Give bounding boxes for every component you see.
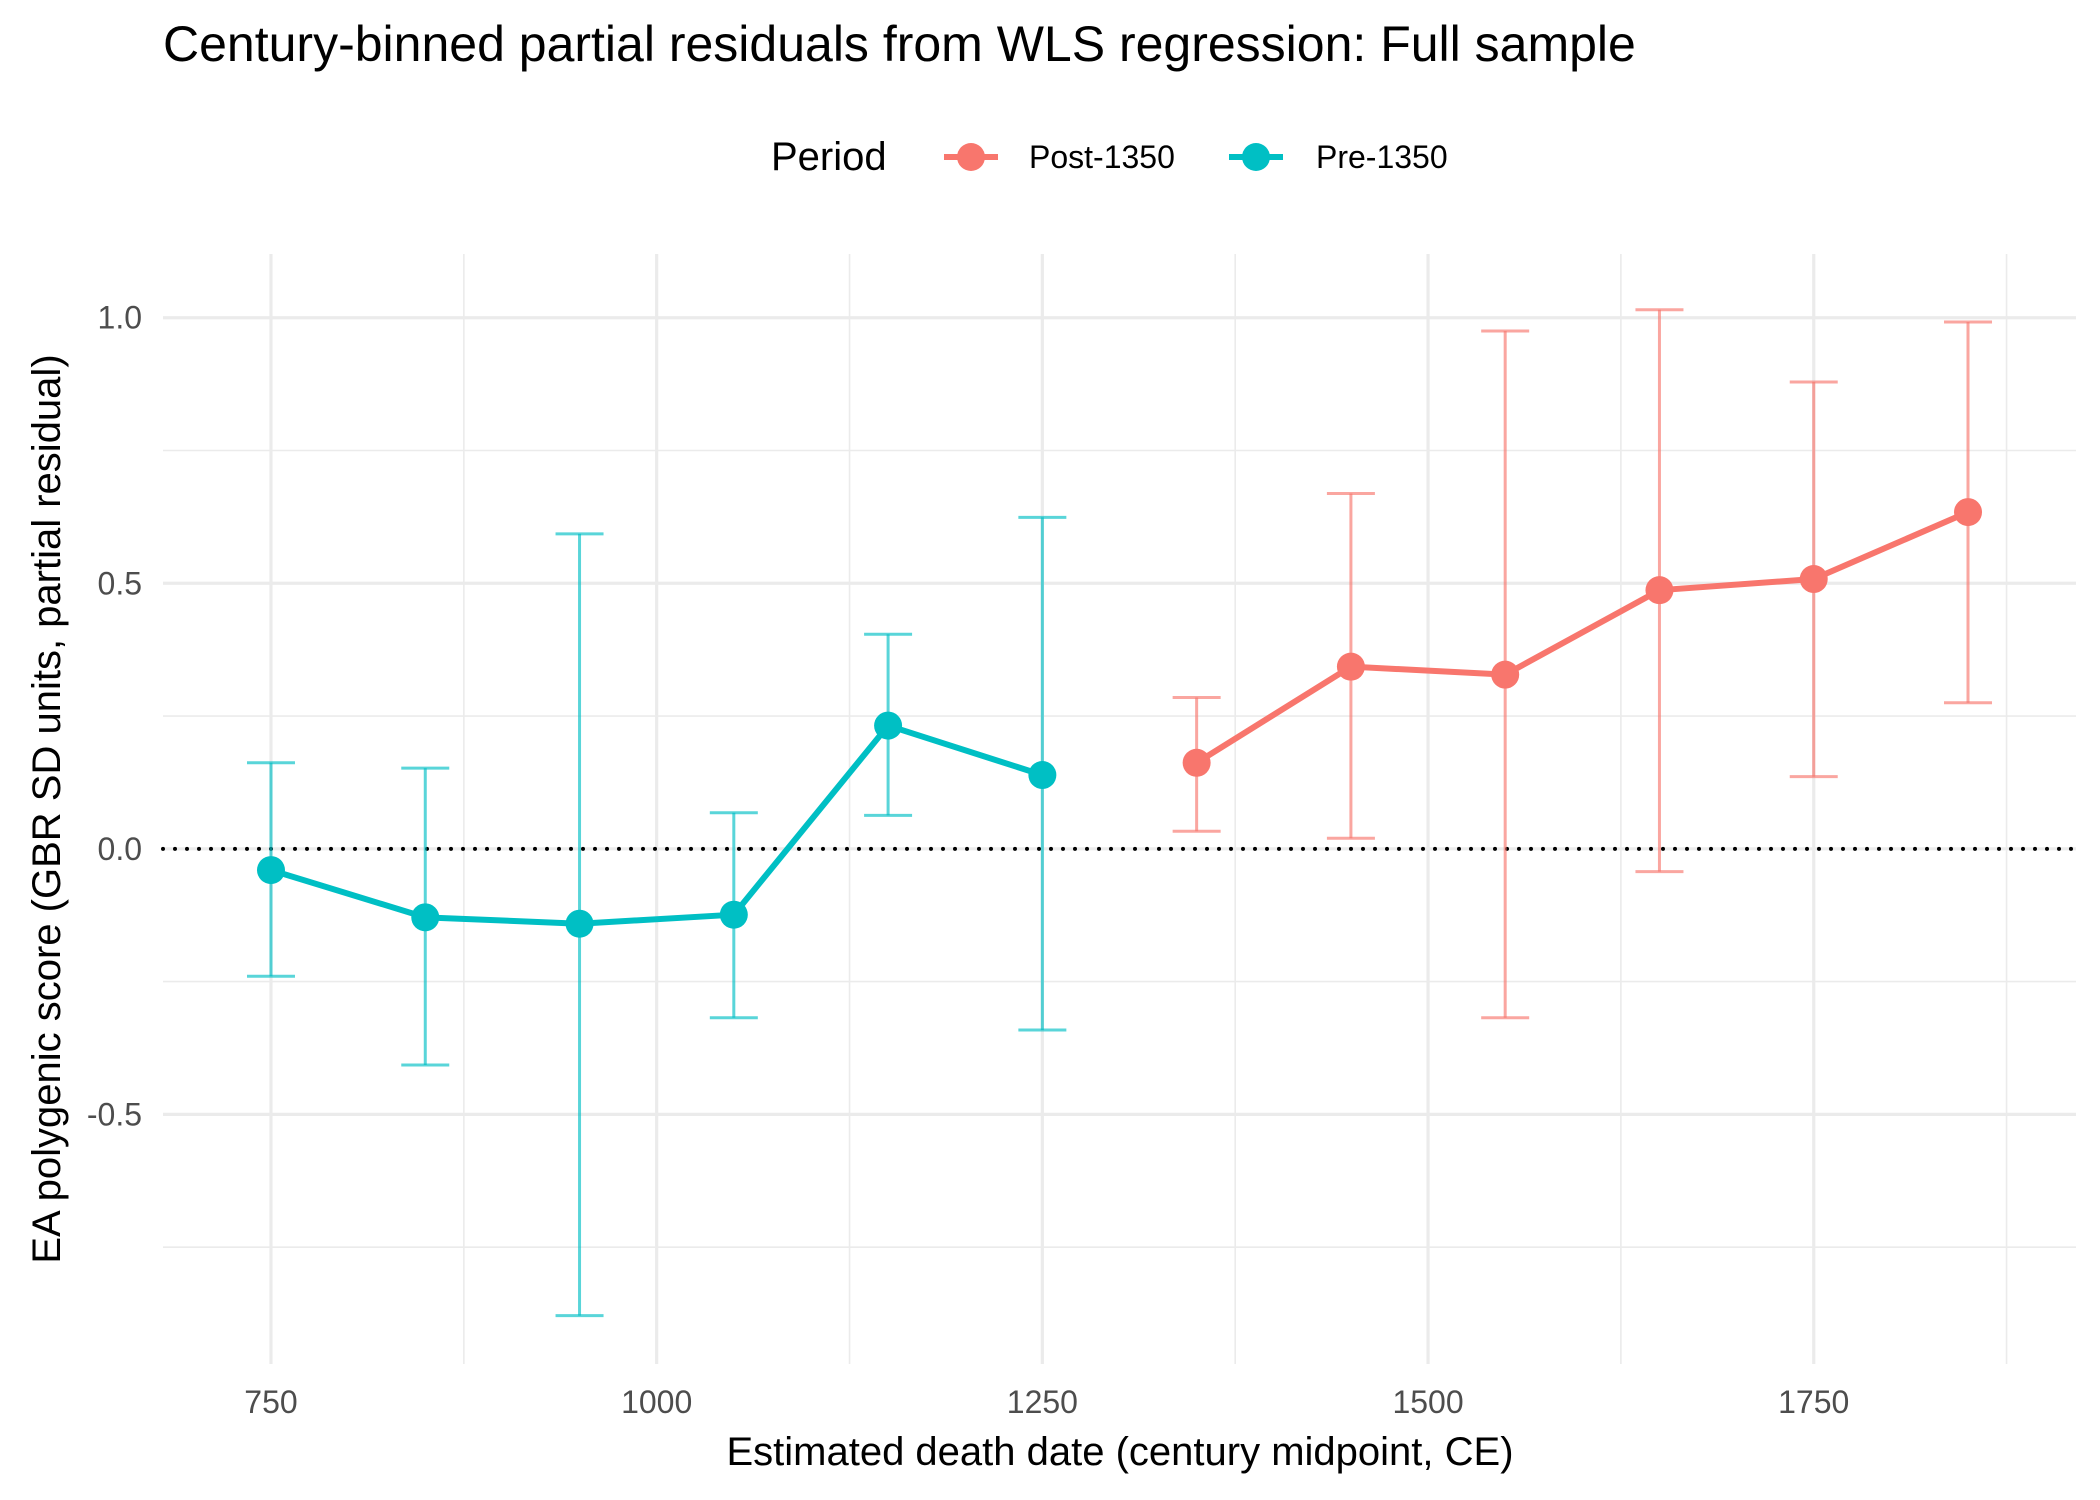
data-point [1799,565,1828,594]
series-line [1193,509,1972,766]
data-point [1645,576,1674,605]
series-line [267,722,1046,927]
legend-label: Post-1350 [1029,139,1175,175]
legend-item-post-1350: Post-1350 [944,139,1175,175]
legend-swatch-point [1242,143,1270,171]
y-axis-tick-labels: 1.0 0.5 0.0 -0.5 [87,300,142,1133]
legend-swatch-point [957,143,985,171]
y-tick-label: 1.0 [98,300,142,336]
data-point [874,711,903,740]
legend-label: Pre-1350 [1316,139,1448,175]
data-point [411,903,440,932]
series-lines [267,509,1972,927]
major-gridlines [163,254,2076,1364]
y-tick-label: 0.5 [98,565,142,601]
data-point [256,856,285,885]
data-point [719,900,748,929]
y-tick-label: 0.0 [98,831,142,867]
x-tick-label: 750 [244,1384,297,1420]
data-point [1954,498,1983,527]
x-axis-tick-labels: 750 1000 1250 1500 1750 [244,1384,1849,1420]
x-tick-label: 1000 [621,1384,692,1420]
data-point [1491,660,1520,689]
data-point [1028,761,1057,790]
minor-gridlines [163,254,2076,1364]
data-points [256,498,1983,938]
x-tick-label: 1500 [1392,1384,1463,1420]
x-tick-label: 1250 [1007,1384,1078,1420]
x-tick-label: 1750 [1778,1384,1849,1420]
legend-item-pre-1350: Pre-1350 [1229,139,1448,175]
y-axis-title: EA polygenic score (GBR SD units, partia… [25,354,69,1263]
legend-title: Period [771,135,887,179]
x-axis-title: Estimated death date (century midpoint, … [726,1430,1513,1474]
chart-title: Century-binned partial residuals from WL… [163,16,1636,72]
data-point [565,909,594,938]
data-point [1182,748,1211,777]
data-point [1336,652,1365,681]
legend: Period Post-1350 Pre-1350 [771,135,1448,179]
y-tick-label: -0.5 [87,1096,142,1132]
